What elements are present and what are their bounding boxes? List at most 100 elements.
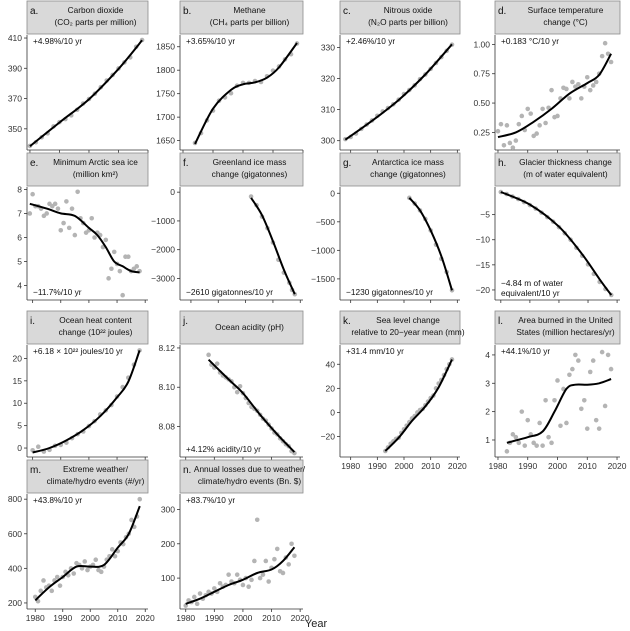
panel-d-title-line: change (°C) [543, 17, 588, 27]
panel-l-data-point [546, 434, 551, 440]
panel-d-data-point [567, 96, 572, 101]
panel-a-title-line: Carbon dioxide [68, 5, 124, 15]
panel-d-data-point [534, 131, 539, 136]
panel-l-label: l. [498, 316, 503, 327]
panel-d-data-point [590, 83, 596, 88]
panel-l: l. Area burned in the United States (milli… [485, 310, 627, 471]
panel-a-ytick-label: 370 [8, 94, 22, 104]
panel-e-data-point [66, 225, 72, 231]
panel-d-trend-line [497, 53, 612, 139]
panel-h-annotation: −4.84 m of water [501, 278, 563, 288]
panel-n-data-point [254, 517, 260, 523]
panel-l-data-point [516, 440, 522, 446]
panel-e-title-line: Minimum Arctic sea ice [53, 157, 138, 167]
panel-d-data-point [501, 143, 507, 148]
panel-l-title-line: Area burned in the United [518, 315, 613, 325]
panel-n-ytick-label: 200 [161, 539, 175, 549]
panel-l-data-point [555, 378, 560, 383]
panel-j-ytick-label: 8.08 [158, 422, 175, 432]
panel-l-trend-line [506, 378, 612, 444]
panel-i: i. Ocean heat content change (10²² joules)… [13, 310, 149, 460]
panel-i-ytick-label: 5 [17, 421, 22, 431]
panel-e: e. Minimum Arctic sea ice (million km²) 4 5 6… [17, 152, 149, 303]
panel-l-data-point [596, 426, 602, 431]
panel-i-label: i. [30, 316, 35, 327]
panel-d-data-point [584, 74, 590, 80]
panel-n-data-point [272, 556, 277, 562]
panel-j-data-point [214, 361, 220, 366]
panel-h-title-line: (m of water equivalent) [523, 169, 608, 179]
panel-d-data-point [593, 79, 599, 85]
panel-m-data-point [54, 574, 60, 580]
panel-c-header [339, 0, 461, 35]
panel-m-xtick-label: 2000 [81, 613, 100, 623]
panel-l-header [494, 310, 621, 345]
panel-n-data-point [194, 601, 200, 607]
panel-d-data-point [498, 121, 504, 127]
panel-a-label: a. [30, 6, 38, 17]
panel-k-annotation: +31.4 mm/10 yr [346, 346, 404, 356]
panel-k-xtick-label: 1990 [368, 461, 387, 471]
panel-e-trend-line [29, 202, 140, 274]
panel-j-data-point [237, 383, 243, 389]
panel-d-data-point [507, 140, 513, 146]
panel-d-data-point [564, 86, 569, 92]
panel-d-header [494, 0, 621, 35]
panel-l-annotation: +44.1%/10 yr [501, 346, 550, 356]
panel-n-data-point [212, 586, 217, 591]
panel-a-annotation: +4.98%/10 yr [33, 36, 82, 46]
panel-l-data-point [531, 440, 536, 446]
panel-n-data-point [252, 558, 257, 564]
panel-l-data-point [519, 409, 525, 414]
panel-b-title-line: (CH₄ parts per billion) [210, 17, 290, 27]
panel-g-annotation: −1230 gigatonnes/10 yr [346, 287, 433, 297]
panel-m-xtick-label: 2010 [108, 613, 127, 623]
panel-m-xtick-label: 2020 [136, 613, 155, 623]
panel-m: m. Extreme weather/climate/hydro events (… [8, 459, 155, 623]
panel-m-data-point [93, 557, 99, 563]
panel-m-data-point [82, 559, 88, 564]
panel-l-ytick-label: 3 [485, 378, 490, 388]
panel-i-ytick-label: 15 [13, 376, 23, 386]
panel-d-data-point [513, 138, 519, 143]
panel-i-ytick-label: 10 [13, 398, 23, 408]
panel-k-ytick-label: 40 [326, 359, 336, 369]
panel-k-header [339, 310, 461, 345]
panel-c: c. Nitrous oxide (N₂O parts per billion) 30… [321, 0, 461, 153]
panel-b-label: b. [183, 6, 191, 17]
panel-i-title-line: Ocean heat content [59, 315, 132, 325]
panel-h-header [494, 152, 621, 187]
panel-g-ytick-label: −500 [316, 217, 335, 227]
panel-m-ytick-label: 600 [8, 529, 22, 539]
panel-g-ytick-label: 0 [330, 188, 335, 198]
panel-d-data-point [525, 106, 531, 112]
panel-n-ytick-label: 100 [161, 573, 175, 583]
panel-i-title-line: change (10²² joules) [59, 327, 133, 337]
panel-n-data-point [274, 546, 280, 552]
panel-g-label: g. [343, 158, 351, 169]
panel-l-xtick-label: 2010 [578, 461, 597, 471]
panel-c-ytick-label: 330 [321, 42, 335, 52]
panel-n-data-point [192, 594, 197, 600]
panel-j-trend-line [207, 358, 296, 453]
panel-m-data-point [112, 553, 118, 559]
panel-e-data-point [44, 211, 49, 216]
panel-d-data-point [602, 40, 608, 46]
panel-l-data-point [581, 397, 587, 403]
panel-j-annotation: +4.12% acidity/10 yr [186, 444, 261, 454]
panel-m-data-point [109, 547, 115, 552]
panel-m-ytick-label: 400 [8, 563, 22, 573]
panel-i-ytick-label: 0 [17, 443, 22, 453]
panel-n-annotation: +83.7%/10 yr [186, 495, 235, 505]
panel-n-data-point [197, 591, 203, 596]
panel-d-data-point [543, 120, 548, 126]
panel-l-data-point [605, 352, 611, 358]
panel-b-ytick-label: 1800 [156, 65, 175, 75]
panel-e-data-point [27, 211, 33, 216]
panel-h-ytick-label: −5 [480, 210, 490, 220]
panel-n-data-point [292, 553, 297, 559]
panel-d-data-point [528, 111, 534, 116]
panel-l-data-point [593, 417, 599, 423]
panel-n-ytick-label: 300 [161, 504, 175, 514]
panel-l-data-point [587, 369, 593, 375]
